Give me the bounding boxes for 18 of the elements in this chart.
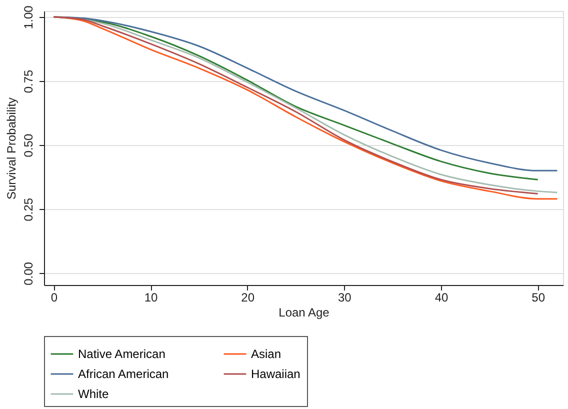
x-tick-label: 10 [144, 290, 158, 304]
x-axis-title: Loan Age [278, 306, 330, 320]
y-tick-label: 1.00 [22, 5, 36, 30]
y-tick-label: 0.75 [22, 69, 36, 94]
legend-label: White [78, 387, 109, 401]
legend-label: Asian [251, 347, 282, 361]
x-tick-label: 0 [50, 290, 58, 304]
y-tick-label: 0.25 [22, 198, 36, 222]
x-tick-label: 20 [241, 290, 255, 304]
y-tick-label: 0.00 [22, 262, 36, 286]
legend-label: Native American [78, 347, 166, 361]
y-axis-title: Survival Probability [4, 97, 18, 200]
x-tick-label: 30 [338, 290, 352, 304]
legend-label: Hawaiian [251, 367, 300, 381]
x-tick-label: 50 [532, 290, 546, 304]
x-tick-label: 40 [434, 290, 448, 304]
legend-label: African American [78, 367, 169, 381]
y-tick-label: 0.50 [22, 134, 36, 158]
